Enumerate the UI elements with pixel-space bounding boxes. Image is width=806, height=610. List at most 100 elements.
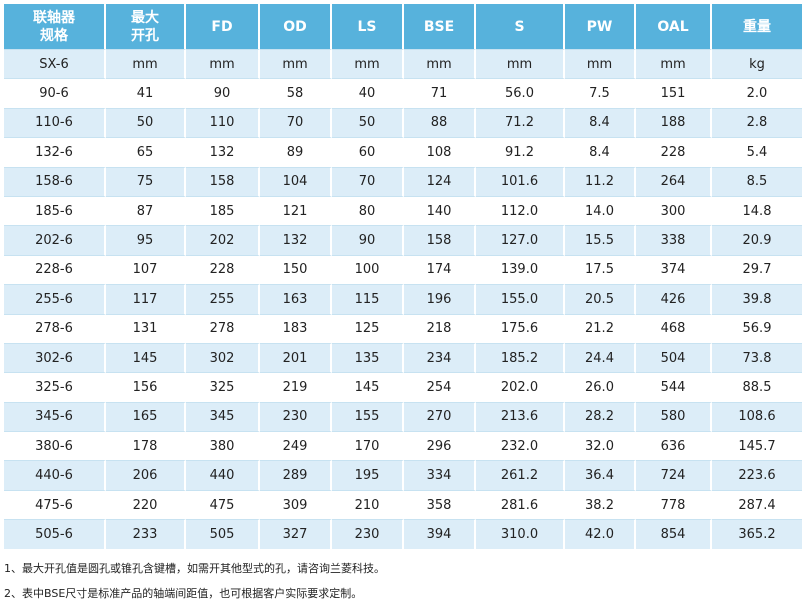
table-cell: 50: [106, 107, 186, 138]
table-cell: 20.9: [712, 225, 802, 255]
table-cell: 50: [332, 107, 404, 138]
table-cell: 8.4: [565, 107, 636, 138]
table-cell: 132: [186, 137, 260, 167]
table-cell: 56.0: [476, 78, 565, 108]
table-cell: 7.5: [565, 78, 636, 108]
table-cell: 188: [636, 107, 712, 138]
table-cell: 468: [636, 313, 712, 343]
table-cell: 140: [404, 195, 476, 226]
table-cell: 185: [186, 195, 260, 226]
table-cell: 151: [636, 78, 712, 108]
table-cell: 108: [404, 137, 476, 167]
table-cell: 71: [404, 78, 476, 108]
table-cell: 38.2: [565, 489, 636, 520]
table-cell: 232.0: [476, 431, 565, 461]
table-cell: 264: [636, 166, 712, 196]
table-cell: 219: [260, 372, 332, 402]
table-cell: 233: [106, 519, 186, 549]
table-cell: 310.0: [476, 519, 565, 549]
table-cell: 202.0: [476, 372, 565, 402]
table-cell: 175.6: [476, 313, 565, 343]
table-row: 278-6 131 278 183 125 218 175.6 21.2 468 56.9: [4, 313, 802, 343]
table-cell: 325: [186, 372, 260, 402]
table-cell: 127.0: [476, 225, 565, 255]
table-cell: mm: [332, 49, 404, 79]
table-cell: 8.5: [712, 166, 802, 196]
table-cell: 230: [332, 519, 404, 549]
table-cell: 90: [332, 225, 404, 255]
header-cell: PW: [565, 4, 636, 49]
table-cell: kg: [712, 49, 802, 79]
table-cell: 29.7: [712, 254, 802, 284]
table-cell: 88: [404, 107, 476, 138]
table-cell: 145: [332, 372, 404, 402]
table-cell: 255-6: [4, 284, 106, 314]
table-cell: mm: [260, 49, 332, 79]
table-cell: 115: [332, 284, 404, 314]
table-cell: 28.2: [565, 401, 636, 432]
table-cell: 296: [404, 431, 476, 461]
table-cell: 163: [260, 284, 332, 314]
table-cell: 374: [636, 254, 712, 285]
table-cell: 24.4: [565, 342, 636, 373]
table-cell: 65: [106, 137, 186, 167]
table-cell: 39.8: [712, 284, 802, 314]
table-cell: 475-6: [4, 489, 106, 520]
header-cell: S: [476, 4, 565, 49]
table-row: 228-6 107 228 150 100 174 139.0 17.5 374 29.7: [4, 254, 802, 285]
header-text: OD: [283, 18, 307, 35]
header-text: S: [514, 18, 525, 35]
table-cell: 394: [404, 519, 476, 549]
table-cell: SX-6: [4, 49, 106, 79]
table-row: 345-6 165 345 230 155 270 213.6 28.2 580 108.6: [4, 401, 802, 432]
table-row: 255-6 117 255 163 115 196 155.0 20.5 426 39.8: [4, 284, 802, 314]
table-cell: 21.2: [565, 313, 636, 343]
table-cell: 278: [186, 313, 260, 343]
table-cell: 778: [636, 489, 712, 520]
table-cell: 309: [260, 489, 332, 520]
table-cell: 426: [636, 284, 712, 314]
table-cell: mm: [404, 49, 476, 79]
table-cell: 380-6: [4, 431, 106, 461]
table-cell: 302: [186, 342, 260, 373]
table-cell: 42.0: [565, 519, 636, 549]
table-cell: 345: [186, 401, 260, 432]
table-cell: 185-6: [4, 195, 106, 226]
table-cell: 108.6: [712, 401, 802, 432]
header-text: FD: [211, 18, 233, 35]
table-cell: 139.0: [476, 254, 565, 285]
table-cell: 155: [332, 401, 404, 432]
table-cell: 380: [186, 431, 260, 461]
table-cell: 11.2: [565, 166, 636, 196]
table-row: SX-6 mm mm mm mm mm mm mm mm kg: [4, 49, 802, 79]
table-cell: 261.2: [476, 460, 565, 490]
table-row: 325-6 156 325 219 145 254 202.0 26.0 544 88.5: [4, 372, 802, 402]
table-cell: 230: [260, 401, 332, 432]
table-cell: 121: [260, 195, 332, 226]
table-cell: 338: [636, 225, 712, 255]
table-cell: 440: [186, 460, 260, 490]
table-cell: 440-6: [4, 460, 106, 490]
table-cell: 90: [186, 78, 260, 108]
table-cell: 135: [332, 342, 404, 373]
table-cell: 165: [106, 401, 186, 432]
table-cell: 178: [106, 431, 186, 461]
header-cell: LS: [332, 4, 404, 49]
table-cell: 278-6: [4, 313, 106, 343]
table-row: 132-6 65 132 89 60 108 91.2 8.4 228 5.4: [4, 137, 802, 167]
table-cell: 300: [636, 195, 712, 226]
table-cell: 158: [186, 166, 260, 196]
header-text: PW: [586, 18, 613, 35]
table-cell: 70: [260, 107, 332, 138]
table-row: 475-6 220 475 309 210 358 281.6 38.2 778 287.4: [4, 489, 802, 520]
table-row: 158-6 75 158 104 70 124 101.6 11.2 264 8.5: [4, 166, 802, 196]
table-cell: 289: [260, 460, 332, 490]
header-text: 规格: [40, 27, 68, 44]
table-cell: 505-6: [4, 519, 106, 549]
table-cell: mm: [106, 49, 186, 79]
table-cell: 145: [106, 342, 186, 373]
table-cell: 475: [186, 489, 260, 520]
header-text: BSE: [423, 18, 455, 35]
table-cell: mm: [565, 49, 636, 79]
